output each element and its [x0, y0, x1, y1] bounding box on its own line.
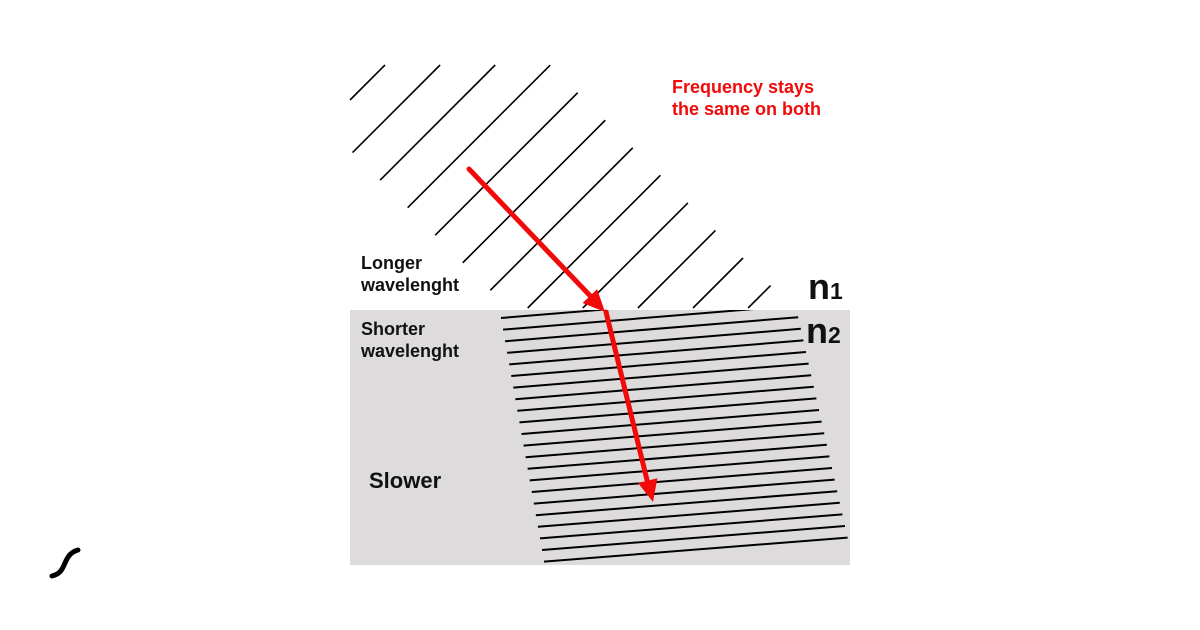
upper-wavefronts: [349, 64, 772, 309]
incident-arrowhead-icon: [582, 289, 605, 312]
wavefront-line: [513, 362, 809, 389]
wavefront-line: [519, 397, 817, 424]
frequency-note-line-2: the same on both: [672, 99, 822, 119]
wavefront-line: [692, 257, 744, 309]
wavefront-line: [434, 92, 579, 236]
longer-wavelength-label: Longer wavelenght: [361, 252, 459, 296]
wavefront-line: [541, 525, 846, 551]
n-symbol: n: [808, 266, 830, 307]
label-line: Longer: [361, 253, 422, 273]
wavefront-line: [502, 310, 755, 331]
frequency-note-line-1: Frequency stays: [672, 77, 815, 97]
wavefront-line: [349, 64, 386, 101]
wavefront-line: [531, 467, 833, 493]
wavefront-line: [747, 284, 772, 309]
wavefront-line: [500, 310, 611, 319]
wavefront-line: [582, 202, 689, 309]
n1-label: n1: [808, 266, 843, 308]
wavefront-line: [523, 420, 822, 447]
wavefront-line: [527, 174, 661, 309]
frequency-note: Frequency stays the same on both: [672, 76, 821, 120]
refracted-ray: [603, 309, 650, 483]
wavefront-line: [525, 432, 825, 459]
wavefront-line: [511, 351, 807, 377]
wavefront-line: [543, 536, 848, 563]
wavefront-line: [509, 339, 804, 366]
wavefront-line: [351, 64, 441, 154]
wavefront-line: [515, 374, 812, 401]
wavefront-line: [489, 147, 634, 291]
light-ray: [466, 166, 658, 502]
slower-label: Slower: [369, 468, 442, 493]
wavefront-line: [507, 327, 801, 354]
wavefront-line: [407, 64, 551, 209]
wavefront-line: [527, 443, 827, 470]
n-symbol: n: [806, 310, 828, 351]
wavefront-line: [517, 385, 814, 412]
wavefront-line: [379, 64, 496, 181]
refracted-arrowhead-icon: [638, 478, 658, 502]
wavefront-line: [505, 316, 799, 343]
n2-label: n2: [806, 310, 841, 352]
n-index: 2: [828, 322, 841, 348]
label-line: wavelenght: [361, 341, 460, 361]
wavefront-line: [637, 229, 717, 309]
label-line: wavelenght: [361, 275, 460, 295]
wavefront-line: [535, 490, 838, 517]
wavefront-line: [539, 513, 843, 540]
integral-squiggle-icon: [49, 547, 81, 579]
wavefront-line: [529, 455, 830, 482]
wavefront-line: [537, 501, 840, 528]
label-line: Shorter: [361, 319, 426, 339]
n-index: 1: [830, 278, 843, 304]
wavefront-line: [462, 119, 606, 264]
wavefront-line: [533, 478, 835, 505]
incident-ray: [466, 166, 601, 307]
lower-wavefronts: [500, 310, 848, 563]
shorter-wavelength-label: Shorter wavelenght: [361, 318, 459, 362]
wavefront-line: [521, 409, 820, 435]
